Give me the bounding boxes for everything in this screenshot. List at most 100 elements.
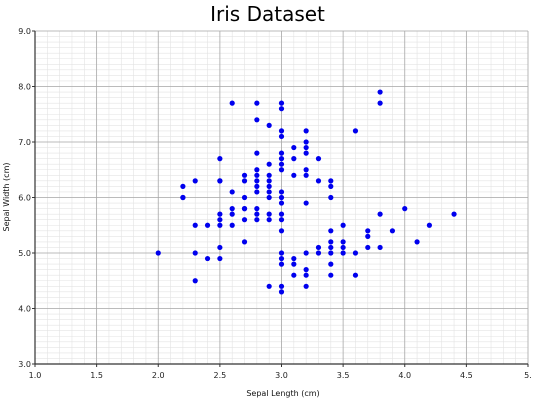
y-tick-label: 8.0 <box>18 83 31 92</box>
x-tick-label: 4.5 <box>460 371 473 380</box>
axis-layer: 1.0 1.5 2.0 2.5 3.0 3.5 4.0 4.5 5. 3.0 4.0 5.0 6.0 7.… <box>18 27 532 380</box>
data-point <box>303 139 309 145</box>
data-point <box>254 172 260 178</box>
data-point <box>352 128 359 134</box>
data-point <box>278 255 285 262</box>
y-tick-label: 5.0 <box>18 249 31 258</box>
data-point <box>303 250 309 256</box>
data-point <box>229 211 235 217</box>
data-point <box>266 217 272 223</box>
x-tick-label: 2.5 <box>214 371 227 380</box>
data-point <box>254 189 260 195</box>
data-point <box>266 178 272 184</box>
y-tick-label: 6.0 <box>18 194 31 203</box>
x-tick-label: 5. <box>524 371 532 380</box>
data-point <box>217 211 223 217</box>
data-point <box>377 244 383 251</box>
data-point <box>303 272 309 278</box>
data-point <box>204 255 211 262</box>
data-point <box>278 100 285 106</box>
data-point <box>254 206 260 212</box>
data-point <box>340 250 346 256</box>
x-tick-label: 3.0 <box>275 371 288 380</box>
data-point <box>328 239 334 245</box>
y-tick-label: 9.0 <box>18 27 31 36</box>
data-point <box>204 222 211 228</box>
data-point <box>229 100 235 106</box>
data-point <box>192 278 198 284</box>
data-point <box>278 211 285 217</box>
data-point <box>291 261 297 267</box>
data-point <box>340 244 346 251</box>
data-point <box>266 189 272 195</box>
data-point <box>217 156 223 162</box>
data-point <box>278 161 285 167</box>
data-point <box>426 222 432 228</box>
data-point <box>365 233 371 239</box>
data-point <box>328 228 334 234</box>
data-point <box>241 178 248 184</box>
data-point <box>180 183 186 189</box>
data-point <box>217 244 223 251</box>
data-point <box>377 100 383 106</box>
data-point <box>266 161 272 167</box>
data-point <box>303 144 309 151</box>
data-point <box>451 211 457 217</box>
data-point <box>278 167 285 173</box>
data-point <box>291 144 297 151</box>
data-point <box>389 228 396 234</box>
data-point <box>217 217 223 223</box>
data-point <box>229 222 235 228</box>
data-point <box>352 272 359 278</box>
data-point <box>328 261 334 267</box>
data-point <box>241 172 248 178</box>
data-point <box>365 228 371 234</box>
data-point <box>278 261 285 267</box>
data-point <box>266 183 272 189</box>
data-point <box>278 106 285 112</box>
data-point <box>365 244 371 251</box>
data-point <box>278 289 285 295</box>
data-point <box>241 239 248 245</box>
data-point <box>315 250 322 256</box>
data-point <box>328 183 334 189</box>
data-point <box>303 267 309 273</box>
data-point <box>315 178 322 184</box>
data-point <box>402 206 408 212</box>
data-point <box>254 150 260 156</box>
data-point <box>278 150 285 156</box>
data-point <box>340 239 346 245</box>
data-point <box>278 228 285 234</box>
data-point <box>241 194 248 201</box>
data-point <box>278 128 285 134</box>
y-tick-label: 7.0 <box>18 138 31 147</box>
data-point <box>303 283 309 289</box>
data-point <box>278 133 285 140</box>
data-point <box>192 178 198 184</box>
y-tick-label: 3.0 <box>18 360 31 369</box>
data-point <box>291 255 297 262</box>
data-point <box>278 156 285 162</box>
data-point <box>278 189 285 195</box>
data-point <box>315 244 322 251</box>
x-tick-label: 1.5 <box>90 371 103 380</box>
x-tick-label: 3.5 <box>337 371 350 380</box>
data-point <box>254 183 260 189</box>
data-point <box>229 206 235 212</box>
y-axis-label: Sepal Width (cm) <box>2 163 11 232</box>
data-point <box>303 150 309 156</box>
data-point <box>229 189 235 195</box>
data-point <box>414 239 420 245</box>
data-point <box>192 250 198 256</box>
data-point <box>352 250 359 256</box>
chart-title: Iris Dataset <box>210 2 325 26</box>
data-point <box>328 272 334 278</box>
data-point <box>254 178 260 184</box>
data-point <box>155 250 161 256</box>
data-point <box>303 200 309 206</box>
data-point <box>241 217 248 223</box>
data-point <box>377 89 383 95</box>
data-point <box>266 122 272 128</box>
points-layer <box>155 89 457 295</box>
data-point <box>291 172 297 178</box>
